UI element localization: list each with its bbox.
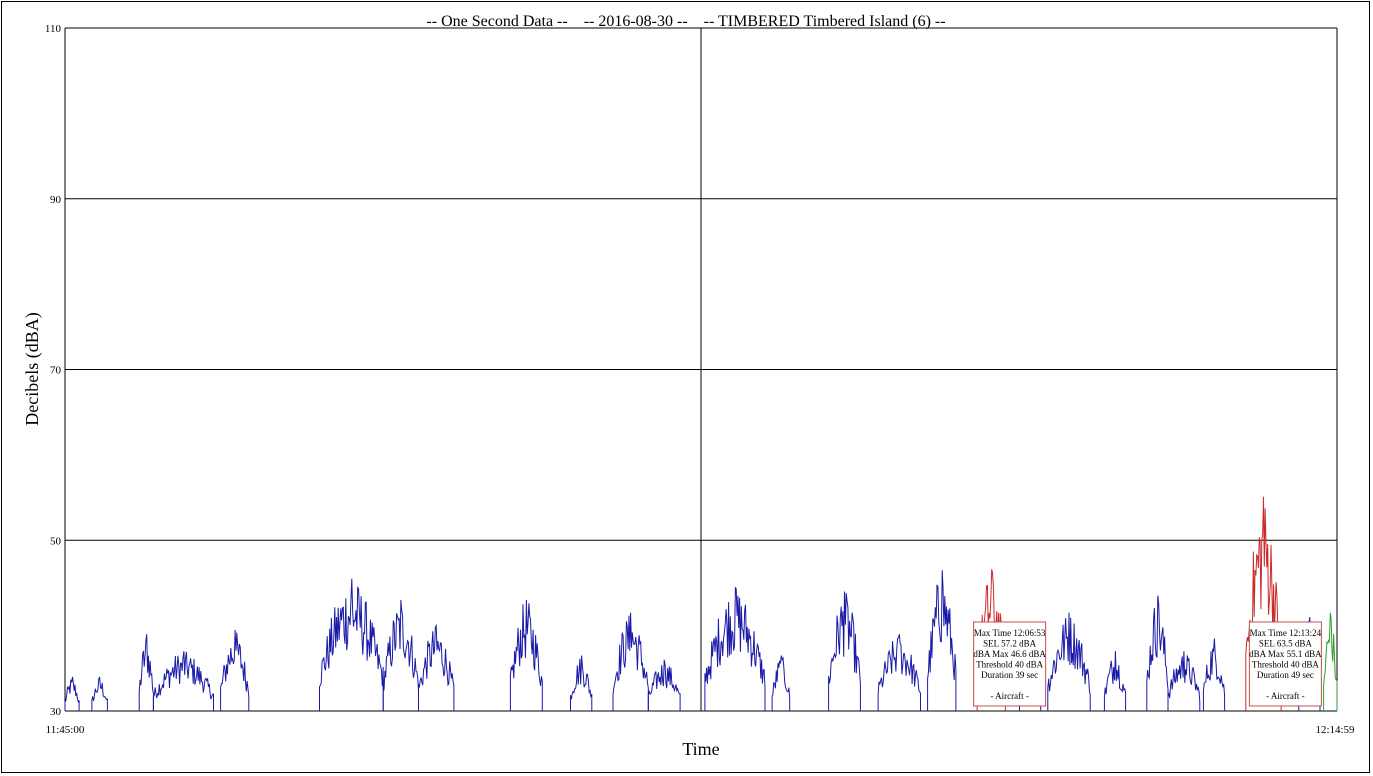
y-tick-label: 70 — [50, 365, 62, 377]
chart-title: -- One Second Data -- -- 2016-08-30 -- -… — [426, 13, 945, 30]
y-tick-label: 30 — [50, 706, 62, 718]
y-tick-labels: 30 50 70 90 110 — [45, 23, 62, 718]
series-line — [91, 676, 108, 711]
annotation-line: Duration 49 sec — [1257, 670, 1314, 680]
grid-lines — [64, 27, 1338, 712]
annotation-box — [973, 621, 1047, 707]
annotation-line: SEL 63.5 dBA — [1259, 639, 1312, 649]
x-tick-label: 11:45:00 — [46, 724, 85, 736]
series-line — [138, 634, 154, 711]
series-line — [927, 570, 957, 711]
annotation-line: Threshold 40 dBA — [976, 660, 1043, 670]
series-line — [509, 599, 543, 711]
series-line — [382, 599, 419, 711]
series-line — [418, 623, 455, 711]
series-line — [1167, 651, 1201, 711]
series-line — [152, 651, 214, 711]
series-line — [64, 676, 80, 711]
x-tick-label: 12:14:59 — [1315, 724, 1355, 736]
series-line — [877, 634, 921, 711]
series-line — [1103, 651, 1127, 711]
series-line — [704, 586, 766, 711]
series-line — [647, 659, 681, 711]
annotation-line: Max Time 12:06:53 — [974, 628, 1046, 638]
series-line — [771, 655, 791, 711]
annotation-box — [1248, 621, 1322, 707]
annotation-line: SEL 57.2 dBA — [983, 639, 1036, 649]
y-tick-label: 90 — [50, 194, 62, 206]
annotation-line: dBA Max 46.6 dBA — [973, 649, 1046, 659]
y-axis-title: Decibels (dBA) — [22, 312, 43, 425]
series-line — [612, 612, 649, 711]
y-tick-label: 50 — [50, 535, 62, 547]
annotation-line: - Aircraft - — [990, 691, 1028, 701]
y-tick-label: 110 — [45, 23, 62, 35]
annotation-line: - Aircraft - — [1266, 691, 1304, 701]
annotation-line: dBA Max 55.1 dBA — [1249, 649, 1322, 659]
series-line — [220, 629, 250, 711]
annotation-line: Max Time 12:13:24 — [1250, 628, 1322, 638]
annotation-line: Duration 39 sec — [981, 670, 1038, 680]
series-line — [1202, 638, 1226, 711]
series-line — [570, 655, 593, 711]
series-lines — [64, 496, 1338, 711]
series-line — [828, 591, 861, 711]
series-line — [1323, 612, 1338, 711]
x-tick-labels: 11:45:00 12:14:59 — [46, 724, 1355, 736]
x-axis-title: Time — [682, 739, 719, 759]
series-line — [1047, 612, 1091, 711]
series-line — [319, 578, 384, 711]
annotation-line: Threshold 40 dBA — [1252, 660, 1319, 670]
series-line — [1146, 595, 1169, 711]
